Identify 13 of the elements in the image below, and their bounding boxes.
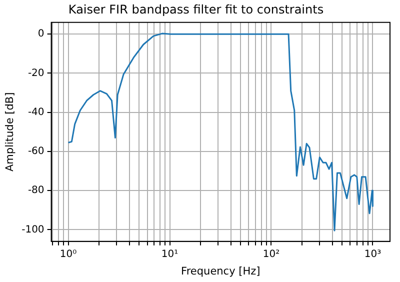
y-tick-label: -80 — [28, 185, 44, 196]
x-axis-title: Frequency [Hz] — [181, 265, 260, 278]
x-tick-label: 10³ — [364, 248, 382, 260]
y-tick-label: -60 — [28, 146, 44, 158]
x-tick-label: 10⁰ — [60, 248, 77, 260]
x-tick-label: 10² — [262, 248, 280, 260]
y-axis-title: Amplitude [dB] — [4, 92, 16, 172]
y-tick-label: -100 — [22, 224, 44, 236]
y-tick-label: 0 — [38, 28, 44, 40]
x-tick-label: 10¹ — [161, 248, 178, 260]
y-tick-label: -40 — [28, 106, 44, 118]
y-tick-label: -20 — [28, 68, 44, 79]
chart-title: Kaiser FIR bandpass filter fit to constraints — [68, 2, 324, 16]
